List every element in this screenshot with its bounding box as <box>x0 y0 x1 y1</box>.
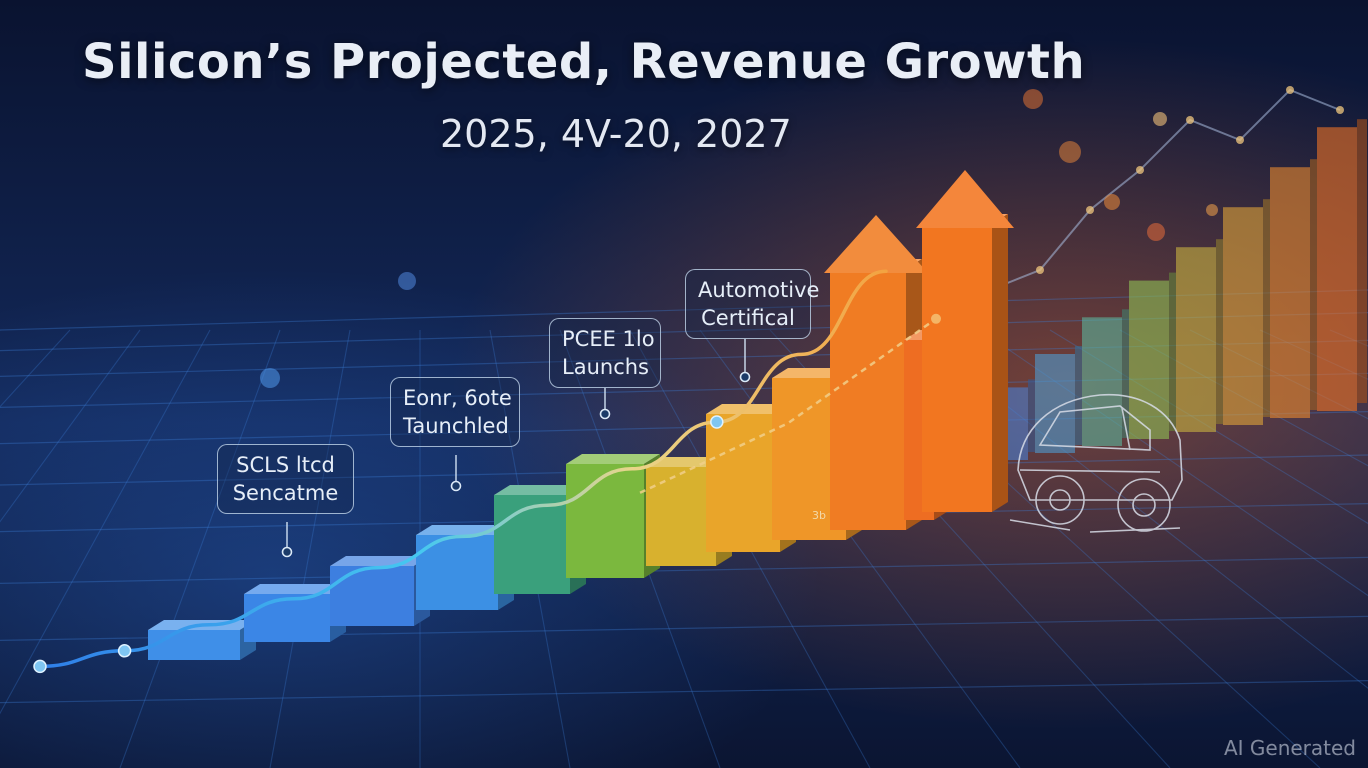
bar <box>922 224 992 512</box>
bar <box>566 464 644 578</box>
grid-line <box>269 329 351 768</box>
background-bar <box>1270 167 1310 418</box>
callout-anchor-point <box>281 546 293 558</box>
background-trend-point <box>1236 136 1244 144</box>
trend-lines <box>33 269 941 674</box>
background-trend-point <box>1086 206 1094 214</box>
background-trend-point <box>1286 86 1294 94</box>
background-bar-side <box>1122 309 1132 438</box>
glow-particle <box>1059 141 1081 163</box>
bar <box>148 630 240 660</box>
background-trend-point <box>1186 116 1194 124</box>
grid-line <box>0 329 141 523</box>
grid-line <box>0 556 1368 584</box>
grid-line <box>0 680 1368 704</box>
bar <box>330 566 414 626</box>
background-bar <box>1129 280 1169 439</box>
chart-subtitle: 2025, 4V-20, 2027 <box>440 112 792 156</box>
bar <box>494 495 570 594</box>
callout-line: Automotive <box>698 278 820 302</box>
callout-pcee-launch: PCEE 1lo Launchs <box>549 318 661 388</box>
background-bar <box>1035 354 1075 453</box>
callout-line: Sencatme <box>232 481 339 505</box>
grid-line <box>699 329 1021 768</box>
grid-line <box>0 329 71 408</box>
callout-line: Certifical <box>701 306 795 330</box>
ai-generated-watermark: AI Generated <box>1223 736 1356 760</box>
glow-particle <box>1147 223 1165 241</box>
chart-title: Silicon’s Projected, Revenue Growth <box>82 34 1086 90</box>
callout-line: Taunchled <box>403 414 509 438</box>
bar-top <box>494 485 586 495</box>
background-bar-side <box>1310 159 1320 410</box>
grid-line <box>119 329 281 768</box>
background-bar-side <box>1263 199 1273 417</box>
bar <box>244 594 330 642</box>
car-outline-icon <box>1009 393 1183 533</box>
bar <box>830 269 906 530</box>
trend-point <box>33 659 47 674</box>
bars <box>148 170 1014 660</box>
callout-gate-launched: Eonr, 6ote Taunchled <box>390 377 520 447</box>
background-bar-side <box>1216 239 1226 424</box>
background-bar <box>1082 317 1122 446</box>
bar-top <box>566 454 660 464</box>
glow-particle <box>1153 112 1167 126</box>
bar <box>646 467 716 566</box>
growth-arrow-icon <box>916 170 1014 228</box>
background-bar-side <box>1075 346 1085 445</box>
glow-particle <box>1206 204 1218 216</box>
callout-line: Launchs <box>562 355 649 379</box>
background-bar-side <box>1357 119 1367 403</box>
background-bar <box>1176 247 1216 432</box>
background-trend-point <box>1036 266 1044 274</box>
background-trend-line <box>989 88 1341 291</box>
background-bar <box>1317 127 1357 411</box>
glow-particle <box>1104 194 1120 210</box>
glow-particle <box>1023 89 1043 109</box>
glow-particle <box>260 368 280 388</box>
small-bar-label: 3b <box>812 509 826 522</box>
background-bar <box>1223 207 1263 425</box>
callout-line: SCLS ltcd <box>236 453 335 477</box>
trend-line <box>38 269 888 669</box>
callout-anchor-point <box>599 408 611 420</box>
growth-arrow-icon <box>824 215 928 273</box>
secondary-trend-point <box>931 313 941 324</box>
grid-line <box>0 329 211 715</box>
callout-line: PCEE 1lo <box>562 327 655 351</box>
bar-side <box>992 214 1008 512</box>
glow-particle <box>398 272 416 290</box>
callout-automotive-certification: Automotive Certifical <box>685 269 820 339</box>
trend-point <box>710 415 724 429</box>
background-bar-side <box>1028 379 1038 452</box>
background-trend-point <box>1336 106 1344 114</box>
trend-point <box>117 644 132 658</box>
callout-leaders <box>281 339 751 558</box>
callout-anchor-point <box>450 480 462 492</box>
callout-line: Eonr, 6ote <box>403 386 512 410</box>
callout-silicon-sensing: SCLS ltcd Sencatme <box>217 444 354 514</box>
bar <box>706 414 780 552</box>
background-bar-side <box>1169 272 1179 431</box>
callout-anchor-point <box>739 371 751 383</box>
background-trend-point <box>1136 166 1144 174</box>
